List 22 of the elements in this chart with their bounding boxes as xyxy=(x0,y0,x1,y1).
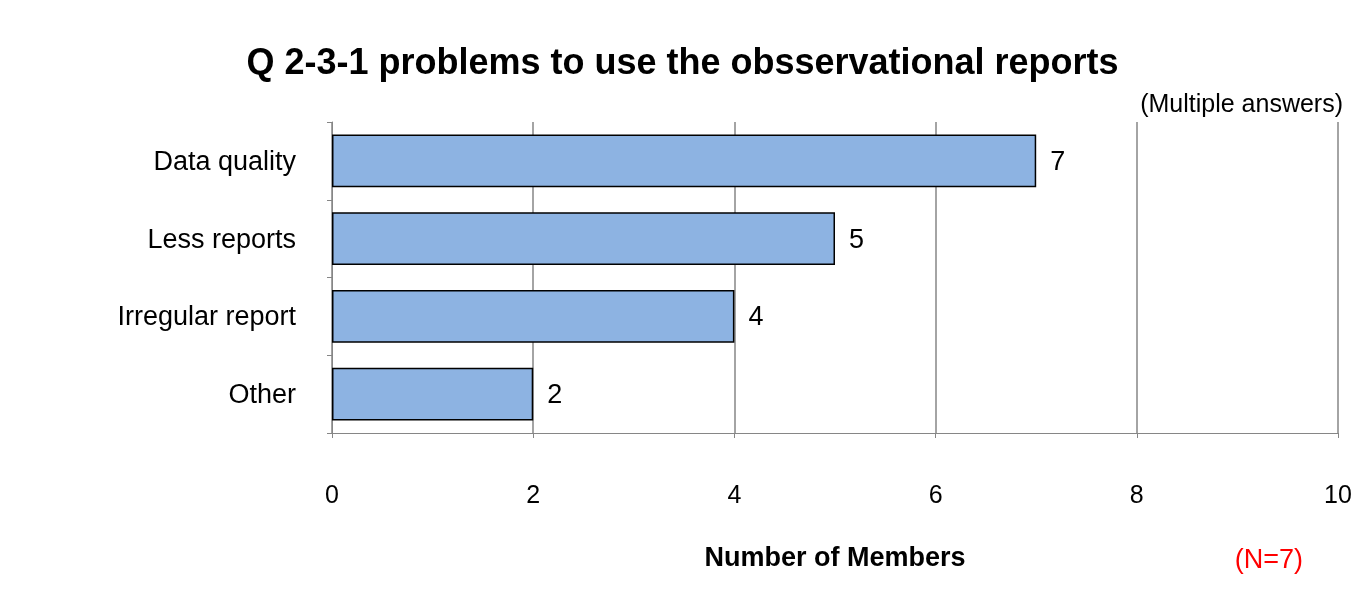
text: (Multiple answers) xyxy=(1140,88,1344,117)
x-axis-title: Number of Members xyxy=(704,541,966,572)
x-tick-label: 10 xyxy=(1324,479,1352,508)
text: (N=7) xyxy=(1234,543,1303,574)
x-tick-label: 8 xyxy=(1129,479,1144,508)
y-tick-label: Less reports xyxy=(147,223,296,254)
data-label: 7 xyxy=(1050,145,1066,176)
data-label: 4 xyxy=(748,301,764,332)
chart-title: Q 2-3-1 problems to use the obsservational reports xyxy=(246,40,1119,82)
y-tick-label: Other xyxy=(228,379,296,410)
y-tick-label: Irregular report xyxy=(117,301,297,332)
data-label: 2 xyxy=(547,379,563,410)
x-tick-label: 4 xyxy=(727,479,742,508)
bar xyxy=(332,367,534,421)
x-tick-label: 2 xyxy=(526,479,541,508)
x-tick-label: 0 xyxy=(325,479,339,508)
bar xyxy=(332,134,1037,188)
bar xyxy=(332,212,835,266)
bar xyxy=(332,289,735,343)
x-tick-label: 6 xyxy=(928,479,943,508)
data-label: 5 xyxy=(849,223,865,254)
y-tick-label: Data quality xyxy=(153,145,297,176)
